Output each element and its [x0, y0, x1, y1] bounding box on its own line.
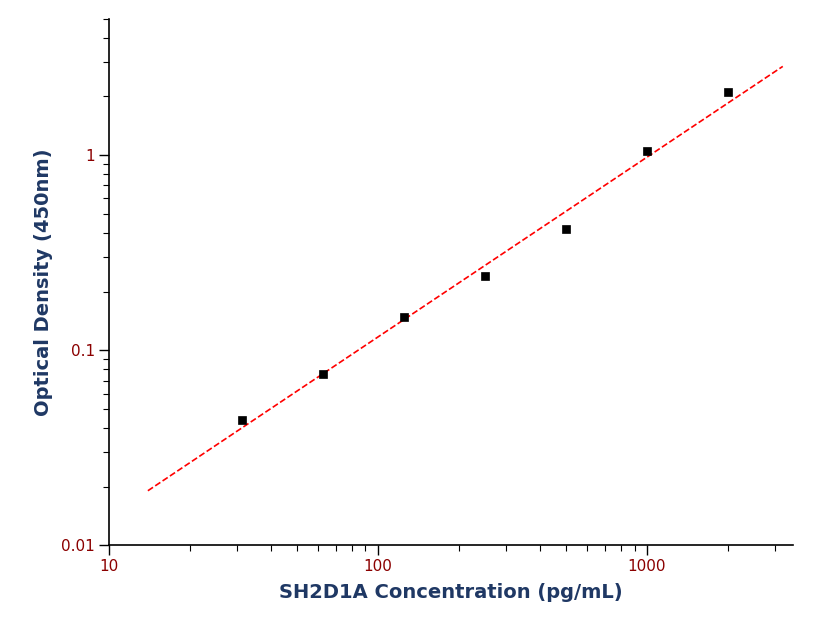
X-axis label: SH2D1A Concentration (pg/mL): SH2D1A Concentration (pg/mL) — [279, 582, 623, 602]
Y-axis label: Optical Density (450nm): Optical Density (450nm) — [33, 149, 53, 416]
